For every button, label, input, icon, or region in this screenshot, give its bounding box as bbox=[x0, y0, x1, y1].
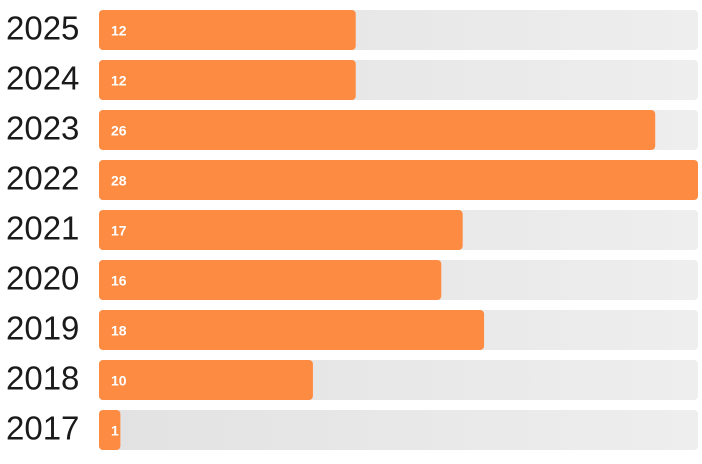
bar bbox=[99, 410, 121, 450]
value-label: 12 bbox=[111, 23, 127, 39]
category-label: 2023 bbox=[6, 110, 79, 147]
value-label: 12 bbox=[111, 73, 127, 89]
bar bbox=[99, 60, 356, 100]
bar bbox=[99, 10, 356, 50]
bar bbox=[99, 360, 313, 400]
category-label: 2020 bbox=[6, 260, 79, 297]
bar-track bbox=[99, 410, 698, 450]
value-label: 18 bbox=[111, 323, 127, 339]
category-label: 2025 bbox=[6, 10, 79, 47]
category-label: 2019 bbox=[6, 310, 79, 347]
value-label: 17 bbox=[111, 223, 127, 239]
category-label: 2022 bbox=[6, 160, 79, 197]
value-label: 1 bbox=[111, 423, 119, 439]
bar bbox=[99, 110, 656, 150]
bar bbox=[99, 160, 698, 200]
value-label: 26 bbox=[111, 123, 127, 139]
value-label: 10 bbox=[111, 373, 127, 389]
value-label: 16 bbox=[111, 273, 127, 289]
category-label: 2024 bbox=[6, 60, 79, 97]
category-label: 2017 bbox=[6, 410, 79, 447]
value-label: 28 bbox=[111, 173, 127, 189]
bar bbox=[99, 310, 485, 350]
category-label: 2021 bbox=[6, 210, 79, 247]
bar bbox=[99, 210, 463, 250]
category-label: 2018 bbox=[6, 360, 79, 397]
bar bbox=[99, 260, 442, 300]
